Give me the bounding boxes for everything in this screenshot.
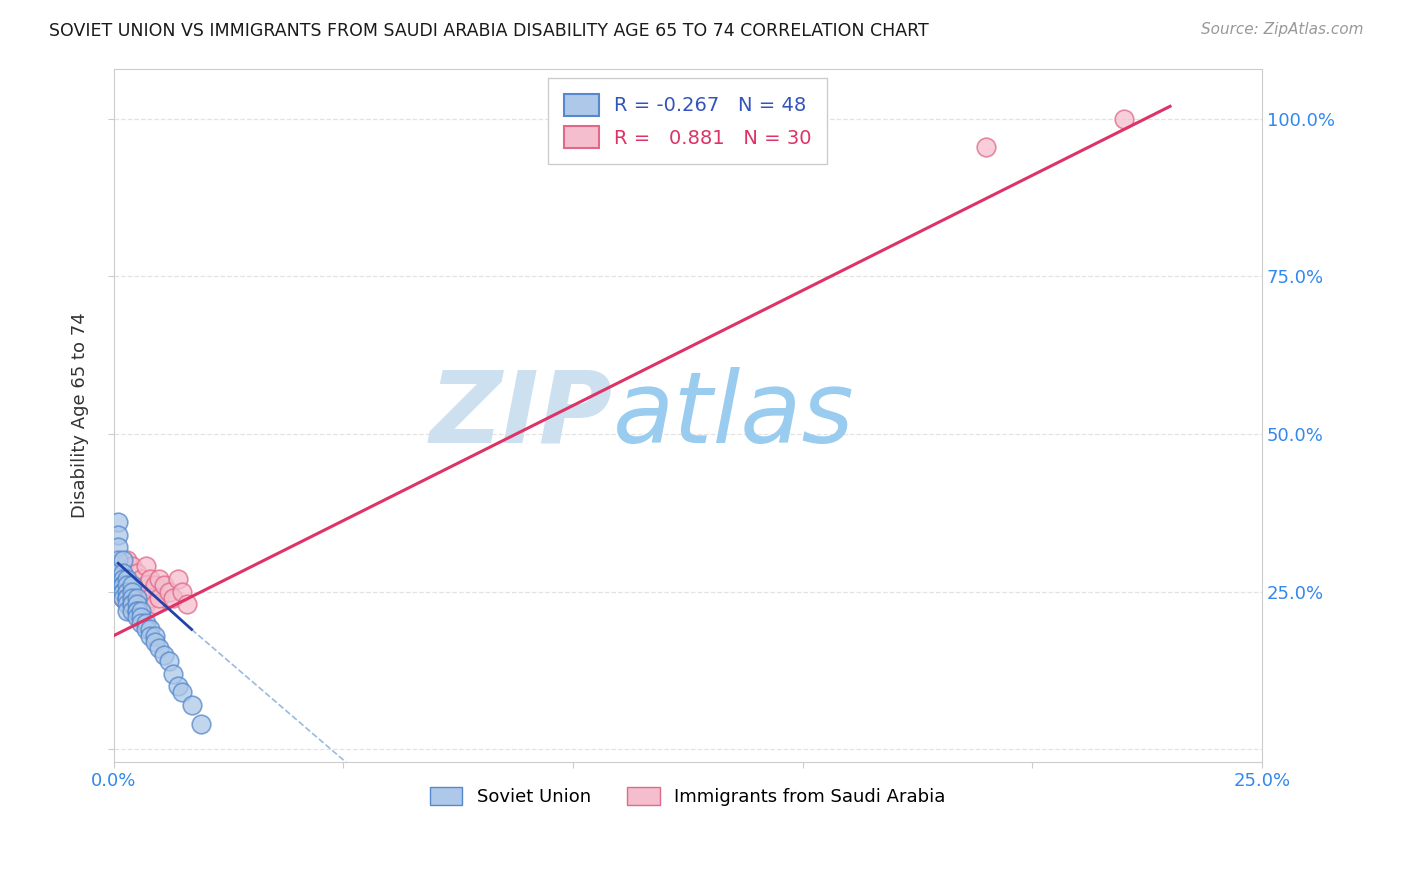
Text: ZIP: ZIP bbox=[430, 367, 613, 464]
Point bbox=[129, 591, 152, 605]
Point bbox=[111, 572, 134, 586]
Point bbox=[129, 572, 152, 586]
Point bbox=[117, 572, 139, 586]
Legend: Soviet Union, Immigrants from Saudi Arabia: Soviet Union, Immigrants from Saudi Arab… bbox=[420, 778, 955, 815]
Text: atlas: atlas bbox=[613, 367, 855, 464]
Point bbox=[180, 698, 202, 712]
Point bbox=[139, 623, 162, 637]
Point bbox=[111, 578, 134, 592]
Point bbox=[143, 597, 166, 611]
Point bbox=[139, 629, 162, 643]
Text: Source: ZipAtlas.com: Source: ZipAtlas.com bbox=[1201, 22, 1364, 37]
Point bbox=[111, 572, 134, 586]
Point bbox=[148, 591, 170, 605]
Point bbox=[974, 140, 997, 154]
Point bbox=[135, 597, 157, 611]
Point bbox=[117, 597, 139, 611]
Point bbox=[135, 559, 157, 574]
Point bbox=[157, 654, 180, 668]
Point bbox=[111, 578, 134, 592]
Point bbox=[125, 610, 148, 624]
Point bbox=[129, 616, 152, 631]
Point bbox=[121, 584, 143, 599]
Point bbox=[135, 616, 157, 631]
Point bbox=[143, 578, 166, 592]
Point bbox=[148, 572, 170, 586]
Point bbox=[121, 597, 143, 611]
Point bbox=[121, 578, 143, 592]
Point bbox=[117, 584, 139, 599]
Point bbox=[135, 578, 157, 592]
Point bbox=[143, 629, 166, 643]
Point bbox=[117, 591, 139, 605]
Point bbox=[162, 591, 184, 605]
Point bbox=[111, 591, 134, 605]
Point bbox=[1112, 112, 1135, 126]
Point bbox=[166, 679, 188, 693]
Point bbox=[121, 591, 143, 605]
Point bbox=[111, 566, 134, 580]
Point bbox=[139, 591, 162, 605]
Point bbox=[129, 610, 152, 624]
Y-axis label: Disability Age 65 to 74: Disability Age 65 to 74 bbox=[72, 312, 89, 518]
Point bbox=[107, 541, 129, 555]
Point bbox=[125, 584, 148, 599]
Point bbox=[125, 603, 148, 617]
Point bbox=[107, 553, 129, 567]
Point bbox=[162, 666, 184, 681]
Point bbox=[121, 597, 143, 611]
Point bbox=[111, 591, 134, 605]
Point bbox=[153, 578, 176, 592]
Point bbox=[111, 584, 134, 599]
Text: SOVIET UNION VS IMMIGRANTS FROM SAUDI ARABIA DISABILITY AGE 65 TO 74 CORRELATION: SOVIET UNION VS IMMIGRANTS FROM SAUDI AR… bbox=[49, 22, 929, 40]
Point bbox=[117, 603, 139, 617]
Point bbox=[172, 685, 194, 699]
Point bbox=[121, 603, 143, 617]
Point bbox=[111, 553, 134, 567]
Point bbox=[117, 553, 139, 567]
Point bbox=[125, 603, 148, 617]
Point bbox=[172, 584, 194, 599]
Point bbox=[166, 572, 188, 586]
Point bbox=[190, 717, 212, 731]
Point bbox=[135, 623, 157, 637]
Point bbox=[125, 597, 148, 611]
Point bbox=[139, 572, 162, 586]
Point bbox=[157, 584, 180, 599]
Point bbox=[143, 635, 166, 649]
Point bbox=[125, 591, 148, 605]
Point bbox=[121, 559, 143, 574]
Point bbox=[117, 591, 139, 605]
Point bbox=[125, 566, 148, 580]
Point bbox=[153, 648, 176, 662]
Point bbox=[117, 591, 139, 605]
Point bbox=[107, 516, 129, 530]
Point bbox=[111, 584, 134, 599]
Point bbox=[129, 603, 152, 617]
Point bbox=[107, 528, 129, 542]
Point bbox=[121, 597, 143, 611]
Point bbox=[117, 578, 139, 592]
Point bbox=[176, 597, 198, 611]
Point bbox=[148, 641, 170, 656]
Point bbox=[121, 578, 143, 592]
Point bbox=[125, 603, 148, 617]
Point bbox=[107, 566, 129, 580]
Point bbox=[117, 572, 139, 586]
